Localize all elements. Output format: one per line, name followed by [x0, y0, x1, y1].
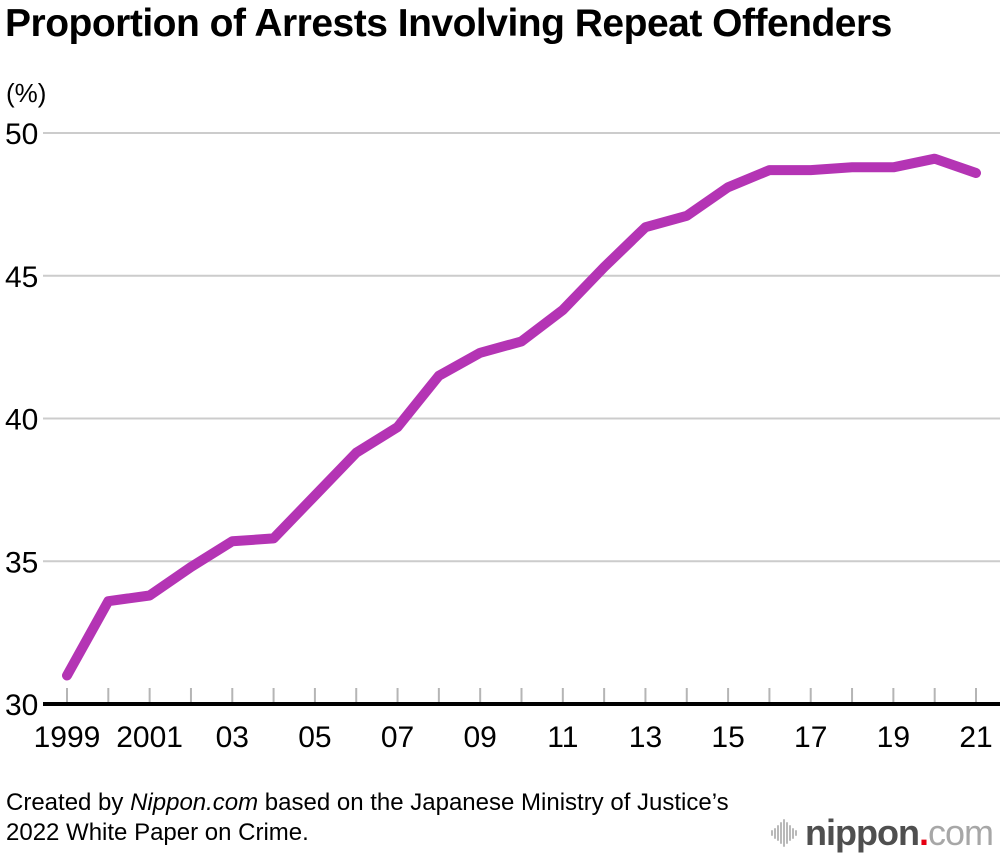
y-tick-label: 30	[5, 689, 38, 722]
chart-title: Proportion of Arrests Involving Repeat O…	[5, 2, 892, 45]
source-name: Nippon.com	[130, 789, 259, 816]
y-axis-unit-label: (%)	[6, 78, 47, 108]
x-ticks	[66, 688, 977, 702]
y-tick-label: 45	[5, 261, 38, 294]
credit-line-1: Created by Nippon.com based on the Japan…	[6, 789, 729, 816]
x-tick-label: 13	[629, 721, 662, 754]
x-tick-label: 09	[463, 721, 496, 754]
x-tick-label: 19	[877, 721, 910, 754]
sound-wave-icon	[771, 816, 798, 850]
x-tick-label: 11	[547, 721, 578, 754]
nippon-logo: nippon.com	[771, 812, 994, 853]
x-tick-label: 15	[711, 721, 744, 754]
x-axis-labels: 1999 2001 03 05 07 09 11 13 15 17 19 21	[34, 721, 993, 754]
x-tick-label: 05	[298, 721, 331, 754]
y-tick-label: 40	[5, 404, 38, 437]
x-tick-label: 17	[794, 721, 827, 754]
x-tick-label: 1999	[34, 721, 101, 754]
credit-line-2: 2022 White Paper on Crime.	[6, 819, 309, 846]
x-tick-label: 03	[216, 721, 249, 754]
y-axis-labels: 30 35 40 45 50	[5, 118, 38, 722]
y-tick-label: 35	[5, 546, 38, 579]
data-line-repeat-offenders	[62, 153, 981, 681]
y-tick-label: 50	[5, 118, 38, 151]
logo-red-dot: .	[918, 812, 929, 853]
gridlines	[43, 132, 1000, 563]
logo-wordmark: nippon.com	[805, 812, 994, 853]
source-credit: Created by Nippon.com based on the Japan…	[6, 788, 796, 848]
x-tick-label: 2001	[116, 721, 183, 754]
x-tick-label: 07	[381, 721, 414, 754]
x-tick-label: 21	[959, 721, 992, 754]
